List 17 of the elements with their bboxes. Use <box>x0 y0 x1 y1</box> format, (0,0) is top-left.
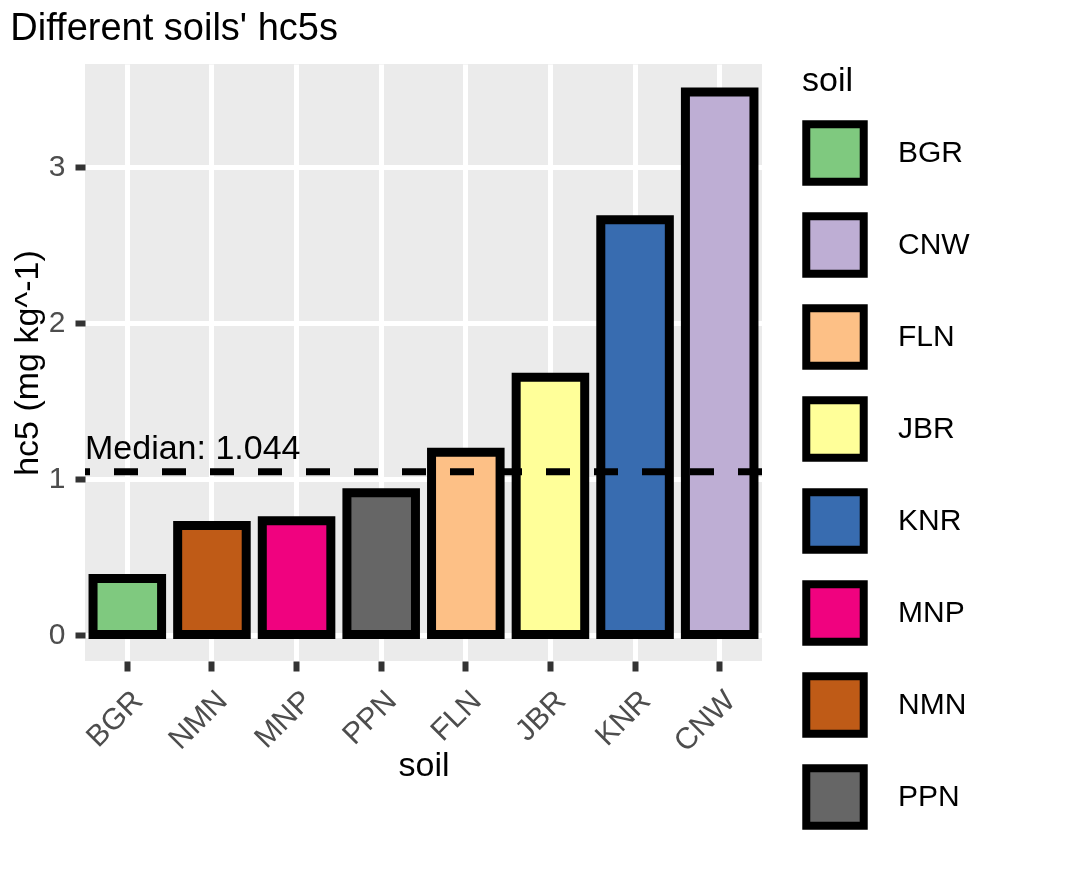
y-tick-label: 3 <box>48 149 66 183</box>
y-axis-title: hc5 (mg kg^-1) <box>6 250 45 476</box>
chart-title: Different soils' hc5s <box>10 6 338 48</box>
ref-line-label: Median: 1.044 <box>85 427 301 466</box>
legend-label: MNP <box>898 595 965 628</box>
y-tick-label: 1 <box>48 461 66 495</box>
legend-label: BGR <box>898 135 964 168</box>
legend-label: CNW <box>898 227 971 260</box>
y-tick-label: 2 <box>48 305 66 339</box>
x-axis-title: soil <box>398 745 450 784</box>
legend-label: PPN <box>898 779 960 812</box>
y-tick-label: 0 <box>48 617 66 650</box>
legend-label: FLN <box>898 319 955 352</box>
x-tick-label: JBR <box>508 683 572 747</box>
legend-label: KNR <box>898 503 962 536</box>
legend-label: JBR <box>898 411 955 444</box>
legend-title: soil <box>802 60 854 98</box>
